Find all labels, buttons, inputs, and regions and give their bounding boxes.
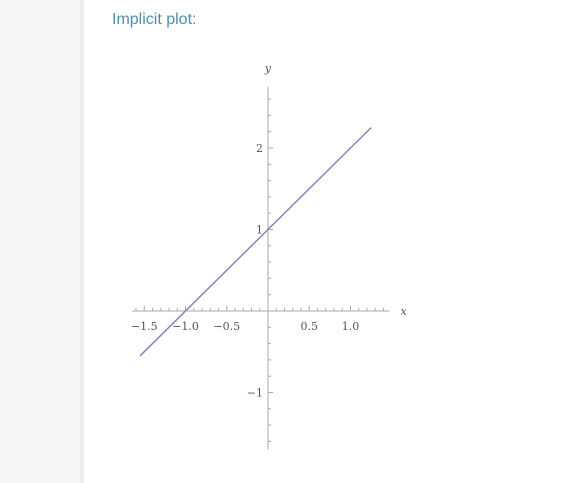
plot-series [139, 127, 372, 357]
y-tick-label: 1 [256, 224, 263, 237]
pod-title: Implicit plot: [112, 11, 197, 28]
x-tick-label: 1.0 [342, 320, 360, 333]
x-tick-label: −0.5 [213, 320, 240, 333]
series-line [139, 127, 372, 357]
y-axis-label: y [264, 62, 272, 75]
plot-ticks: −1.5 −1.0 −0.5 0.5 1.0 2 1 −1 [131, 98, 384, 442]
x-axis-label: x [401, 305, 408, 318]
x-tick-label: −1.0 [172, 320, 199, 333]
left-gutter-edge [80, 0, 84, 483]
y-tick-label: −1 [247, 387, 263, 400]
x-tick-label: −1.5 [131, 320, 158, 333]
y-tick-label: 2 [256, 142, 263, 155]
left-gutter [0, 0, 80, 483]
x-tick-label: 0.5 [301, 320, 319, 333]
plot-axes [132, 86, 390, 450]
